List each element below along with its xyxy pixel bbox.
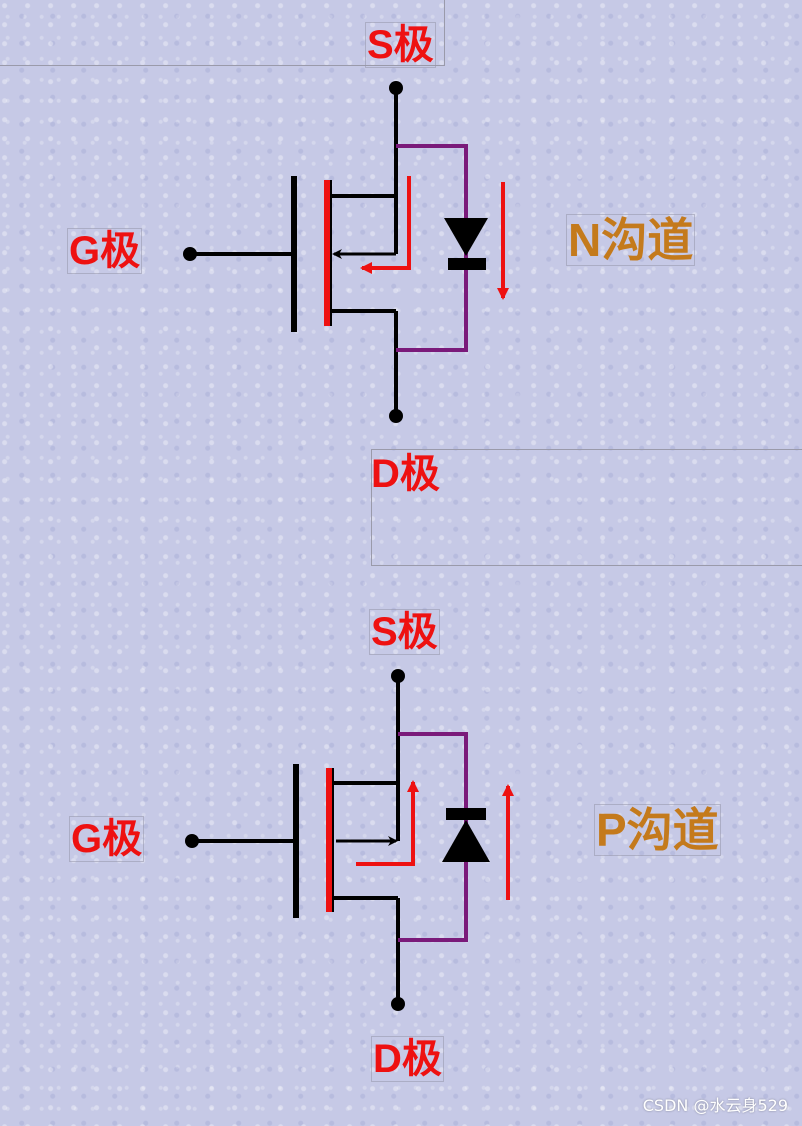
drain-terminal-dot bbox=[389, 409, 403, 423]
channel-current-arrow bbox=[360, 176, 411, 274]
top-source-label: S极 bbox=[365, 22, 436, 68]
n-channel-mosfet bbox=[183, 81, 509, 423]
bottom-source-label: S极 bbox=[369, 609, 440, 655]
channel-current-arrow bbox=[356, 780, 419, 866]
body-diode-triangle bbox=[444, 218, 488, 256]
body-diode-bar bbox=[446, 808, 486, 820]
watermark: CSDN @水云身529 bbox=[642, 1096, 788, 1115]
body-diode-triangle bbox=[442, 820, 490, 862]
top-frame-line bbox=[0, 0, 445, 66]
body-diode-loop bbox=[398, 732, 468, 942]
bottom-channel-label: P沟道 bbox=[594, 804, 721, 856]
top-drain-label: D极 bbox=[371, 452, 440, 496]
body-diode-bar bbox=[448, 258, 486, 270]
body-diode-loop bbox=[396, 144, 468, 352]
top-gate-label: G极 bbox=[67, 228, 143, 274]
bottom-gate-label: G极 bbox=[69, 816, 145, 862]
p-channel-mosfet bbox=[185, 669, 514, 1011]
drain-label-frame bbox=[371, 449, 802, 566]
drain-terminal-dot bbox=[391, 997, 405, 1011]
top-channel-label: N沟道 bbox=[566, 214, 696, 266]
bottom-drain-label: D极 bbox=[371, 1036, 444, 1082]
